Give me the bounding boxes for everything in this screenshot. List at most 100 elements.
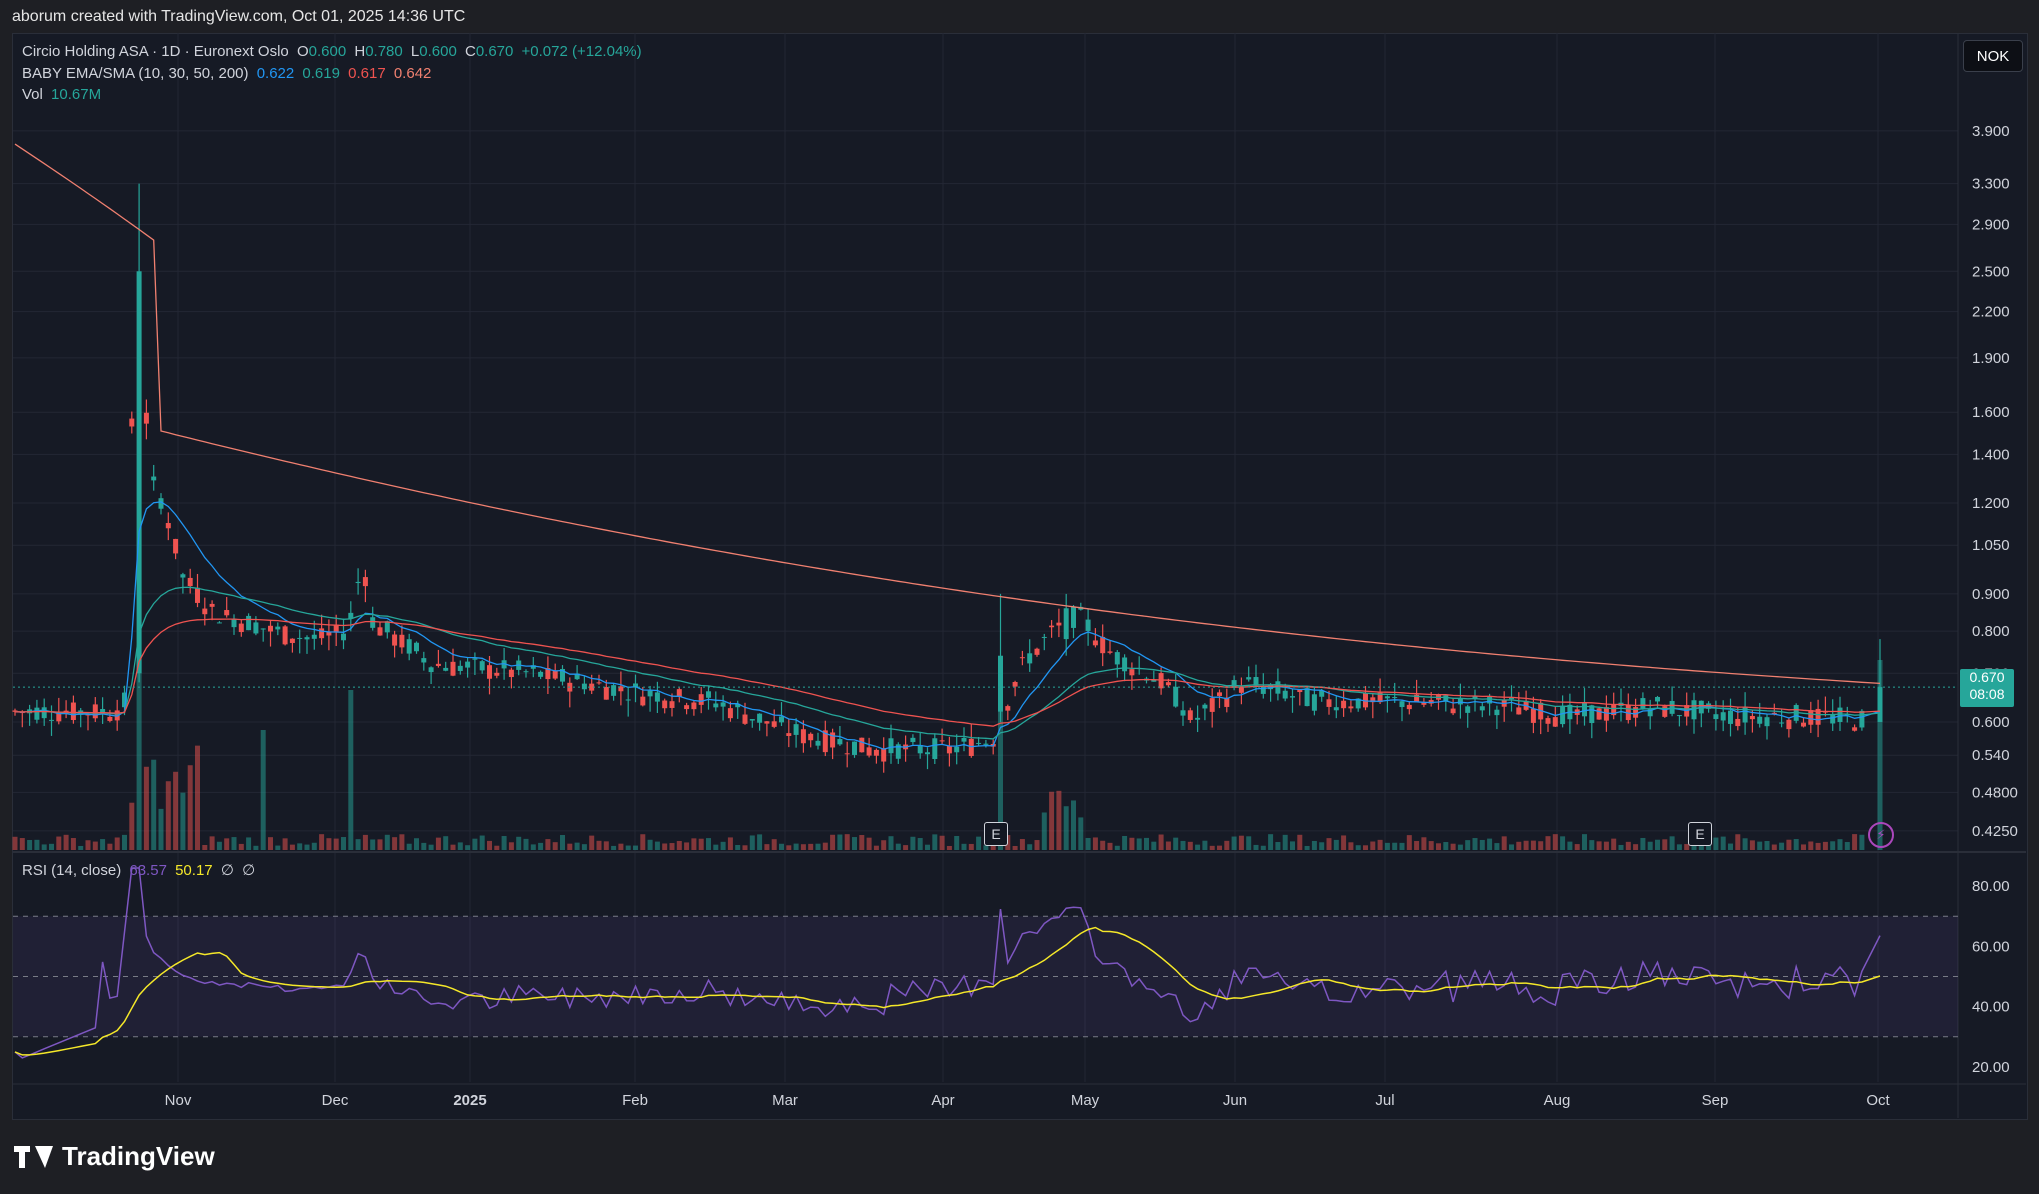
lightning-icon[interactable]: ⚡ [1868,822,1894,848]
candle-body [1114,652,1120,665]
candle-body [1034,648,1040,655]
candle-body [1107,651,1113,653]
volume-bar [676,840,682,850]
rsi-legend[interactable]: RSI (14, close) 63.57 50.17 ∅ ∅ [22,861,259,879]
volume-bar [1523,840,1529,850]
volume-bar [1173,837,1179,850]
candle-body [611,685,617,696]
volume-bar [231,837,237,850]
volume-bar [1764,840,1770,850]
candle-body [246,615,252,631]
candle-body [501,660,507,669]
volume-bar [1450,843,1456,850]
candle-body [844,753,850,755]
volume-bar [1348,842,1354,850]
tradingview-logo[interactable]: TradingView [14,1141,215,1172]
volume-bar [143,766,149,850]
candle-body [1779,722,1785,724]
volume-legend[interactable]: Vol 10.67M [22,86,105,103]
sma200-line [14,143,1881,685]
volume-bar [1297,834,1303,850]
candle-body [1173,686,1179,707]
time-tick-label: Feb [622,1092,648,1109]
volume-bar [1333,839,1339,850]
candle-body [421,658,427,663]
candle-body [129,418,135,427]
candle-body [1355,698,1361,709]
earnings-marker-aug[interactable]: E [1688,822,1712,846]
currency-button[interactable]: NOK [1963,40,2023,72]
volume-bar [1319,842,1325,850]
volume-bar [954,835,960,850]
candle-body [1749,716,1755,720]
volume-bar [56,836,62,850]
volume-bar [63,834,69,850]
candle-body [976,742,982,744]
candle-body [260,628,266,630]
candle-body [34,707,40,720]
candle-body [1859,710,1865,728]
candle-body [1742,706,1748,723]
volume-bar [341,837,346,850]
candle-body [1246,677,1252,680]
volume-bar [1377,839,1383,850]
candle-body [1852,727,1858,731]
volume-bar [1662,839,1668,850]
candle-body [1217,692,1222,696]
earnings-marker-apr[interactable]: E [984,822,1008,846]
volume-bar [1844,842,1850,850]
volume-bar [289,844,295,850]
volume-bar [1633,844,1639,850]
rsi-tick-label: 40.00 [1972,999,2010,1016]
candle-body [786,733,792,737]
ema30-line [14,586,1881,740]
candle-body [195,587,200,603]
volume-bar [1209,845,1215,850]
candle-body [1377,692,1383,703]
candle-body [406,639,412,654]
candle-body [618,686,624,692]
volume-bar [1282,834,1288,850]
volume-bar [698,838,704,850]
candle-body [538,671,544,677]
volume-bar [866,837,872,850]
volume-bar [1268,834,1274,850]
volume-bar [1676,844,1682,850]
vol-value: 10.67M [51,86,102,103]
candle-body [1450,708,1456,714]
candle-body [910,737,916,743]
volume-bar [377,839,383,850]
volume-bar [713,844,719,850]
candle-body [1676,715,1682,717]
candle-body [1582,702,1587,717]
price-tick-label: 0.4250 [1972,823,2018,840]
time-tick-label: Mar [772,1092,798,1109]
ma-legend[interactable]: BABY EMA/SMA (10, 30, 50, 200) 0.622 0.6… [22,65,435,82]
symbol-title[interactable]: Circio Holding ASA · 1D · Euronext Oslo [22,43,289,60]
volume-bar [165,781,171,850]
ema10-line [14,501,1881,750]
candle-body [1552,717,1558,727]
candle-body [939,740,945,742]
volume-bar [1720,836,1726,850]
volume-bar [727,837,733,850]
volume-bar [209,836,215,850]
candle-body [333,624,339,633]
volume-bar [333,838,339,850]
candle-body [1319,690,1325,697]
candle-body [1341,700,1347,709]
candle-body [779,716,784,723]
candle-body [837,739,843,745]
volume-bar [238,843,244,850]
candle-body [457,665,463,671]
volume-bar [581,844,587,850]
candle-body [852,741,857,755]
candle-body [1180,710,1186,716]
candle-body [691,702,697,710]
candle-body [41,707,47,719]
attribution-text: aborum created with TradingView.com, Oct… [12,8,466,25]
volume-bar [392,837,398,850]
volume-bar [939,835,945,850]
candle-body [633,683,638,688]
